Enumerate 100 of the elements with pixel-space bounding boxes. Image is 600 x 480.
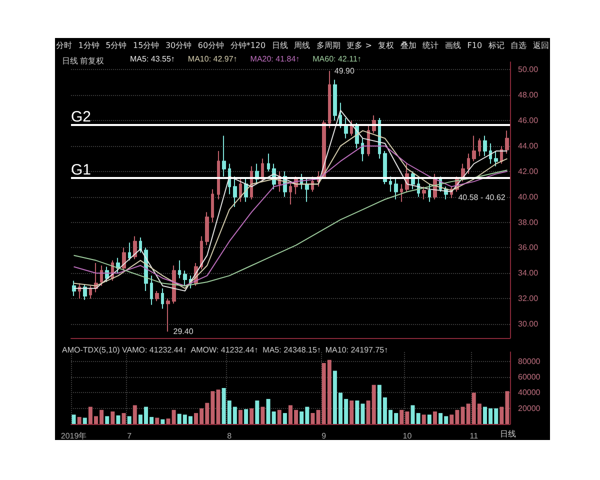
- y-tick-label: 80000: [518, 356, 541, 366]
- bar: [238, 410, 242, 424]
- candlestick: [505, 130, 509, 154]
- candlestick: [233, 176, 237, 208]
- candlestick: [311, 176, 314, 192]
- y-tick-label: 40000: [518, 388, 541, 398]
- bar: [110, 411, 115, 424]
- ref-line-label: G2: [71, 108, 92, 126]
- candlestick: [205, 212, 209, 246]
- chart-title: 日线 前复权: [62, 56, 104, 66]
- text: 画线: [444, 40, 462, 50]
- x-tick-label: 2019年: [60, 432, 87, 440]
- bar: [82, 418, 87, 424]
- candlestick: [339, 102, 342, 129]
- text: 日线: [270, 40, 289, 50]
- bar: [244, 409, 248, 424]
- candlestick: [83, 284, 87, 300]
- candlestick: [155, 290, 159, 302]
- candlestick: [222, 135, 226, 177]
- bar: [432, 411, 437, 424]
- text: 分时: [55, 40, 73, 50]
- candlestick: [394, 178, 398, 200]
- text: 1分钟: [77, 40, 100, 50]
- ref-line-label: G1: [71, 162, 92, 179]
- candlestick: [200, 236, 203, 270]
- bar: [160, 419, 165, 424]
- y-tick-label: 42.00: [518, 166, 539, 176]
- text: 分钟*120: [229, 40, 267, 50]
- candlestick: [478, 138, 481, 157]
- y-tick-label: 36.00: [518, 243, 539, 252]
- candlestick: [217, 150, 220, 200]
- y-tick-label: 32.00: [518, 294, 539, 304]
- text: 返回: [532, 40, 550, 50]
- candlestick: [100, 265, 103, 286]
- annotation: 40.58 - 40.62: [458, 192, 506, 202]
- y-tick-label: 30.00: [518, 320, 539, 329]
- bar: [116, 415, 120, 424]
- x-tick-label: 10: [402, 432, 412, 440]
- candlestick: [361, 138, 364, 162]
- text: 叠加: [399, 40, 418, 50]
- chart-title: AMO-TDX(5,10) VAMO: 41232.44↑ AMOW: 41232.44↑ MA5: 24348.15↑ MA10: 24197.75↑: [62, 346, 388, 354]
- text: MA20: 41.84↑: [250, 54, 300, 64]
- y-tick-label: 50.00: [518, 65, 539, 74]
- bar: [155, 418, 160, 424]
- candlestick: [500, 145, 503, 164]
- bar: [127, 416, 132, 424]
- y-tick-label: 48.00: [518, 90, 539, 100]
- candlestick: [467, 153, 470, 174]
- candlestick: [422, 186, 426, 200]
- candlestick: [333, 79, 337, 122]
- candlestick: [383, 150, 387, 185]
- text: 15分钟: [132, 40, 160, 50]
- x-tick-label: 8: [227, 432, 232, 440]
- candlestick: [116, 257, 120, 274]
- text: MA60: 42.11↑: [312, 54, 362, 64]
- bar: [172, 410, 176, 424]
- candlestick: [172, 265, 176, 304]
- text: 标记: [487, 40, 506, 50]
- candlestick: [428, 184, 431, 202]
- bar: [72, 414, 76, 424]
- candlestick: [239, 178, 242, 202]
- y-tick-label: 46.00: [518, 116, 539, 126]
- text: 多周期: [315, 40, 342, 50]
- candlestick: [328, 70, 331, 129]
- bar: [216, 390, 220, 424]
- text: 统计: [422, 40, 440, 50]
- text: 30分钟: [164, 40, 193, 50]
- candlestick: [122, 247, 126, 272]
- x-axis-title: 日线: [500, 430, 516, 438]
- y-tick-label: 34.00: [518, 268, 539, 278]
- candlestick: [72, 280, 76, 297]
- bar: [77, 416, 82, 424]
- y-tick-label: 60000: [518, 372, 541, 382]
- bar: [310, 413, 315, 424]
- candlestick: [78, 282, 81, 300]
- candlestick: [472, 135, 476, 162]
- text: 周线: [293, 40, 312, 50]
- candlestick: [494, 150, 498, 167]
- bar: [282, 413, 287, 424]
- y-tick-label: 20000: [518, 404, 541, 413]
- text: MA10: 42.97↑: [188, 54, 238, 64]
- candlestick: [150, 275, 153, 306]
- candlestick: [89, 285, 92, 300]
- annotation: 29.40: [173, 327, 194, 336]
- bar: [422, 414, 426, 424]
- text: MA5: 43.55↑: [130, 54, 175, 64]
- candlestick: [183, 270, 187, 286]
- candlestick: [211, 188, 214, 223]
- x-tick-label: 11: [470, 432, 479, 440]
- candlestick: [289, 181, 292, 205]
- y-tick-label: 44.00: [518, 141, 539, 150]
- bar: [260, 406, 265, 424]
- candlestick: [178, 260, 181, 279]
- text: 更多 >: [346, 40, 373, 50]
- bar: [250, 408, 254, 424]
- candlestick: [489, 142, 492, 164]
- y-tick-label: 40.00: [518, 192, 539, 202]
- bar: [350, 400, 354, 424]
- text: 60分钟: [196, 40, 226, 50]
- candlestick: [267, 153, 270, 172]
